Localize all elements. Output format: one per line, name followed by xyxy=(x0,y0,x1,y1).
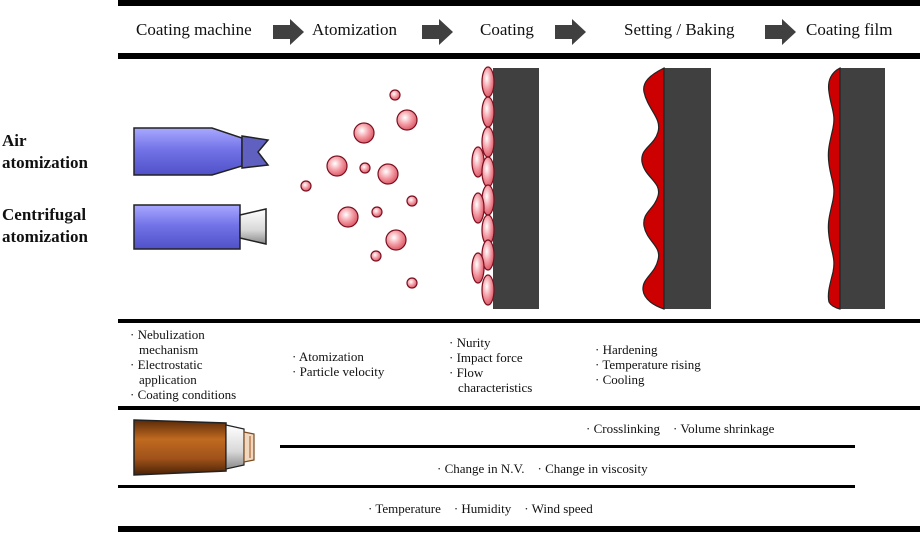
setting-baking-film xyxy=(641,67,711,310)
factors-rule xyxy=(118,406,920,410)
row-paint-factors: · Change in N.V. · Change in viscosity xyxy=(437,461,648,476)
row2-rule xyxy=(118,485,855,488)
image-rule xyxy=(118,319,920,323)
label-centrifugal-atomization: Centrifugal atomization xyxy=(2,205,88,246)
row-setting-factors: · Crosslinking · Volume shrinkage xyxy=(586,421,775,436)
header-atomization: Atomization xyxy=(312,20,397,39)
factors-machine: · Nebulization mechanism · Electrostatic… xyxy=(130,327,237,402)
impacting-droplets xyxy=(471,66,495,306)
header-rule xyxy=(118,53,920,59)
substrate-coating xyxy=(493,68,539,309)
row1-rule xyxy=(280,445,855,448)
final-coating-film xyxy=(827,67,885,310)
droplets xyxy=(300,89,418,289)
label-air-atomization: Air atomization xyxy=(2,131,88,172)
header-coating-machine: Coating machine xyxy=(136,20,252,39)
row-environment-factors: · Temperature · Humidity · Wind speed xyxy=(368,501,593,516)
factors-setting: · Hardening · Temperature rising · Cooli… xyxy=(595,342,701,387)
header-coating-film: Coating film xyxy=(806,20,893,39)
header-coating: Coating xyxy=(480,20,534,39)
top-rule xyxy=(118,0,920,6)
factors-coating: · Nurity · Impact force · Flow character… xyxy=(449,335,533,395)
paint-can-icon xyxy=(133,419,255,476)
factors-atomization: · Atomization · Particle velocity xyxy=(292,349,385,379)
header-setting-baking: Setting / Baking xyxy=(624,20,735,39)
centrifugal-bell-gun-icon xyxy=(133,204,267,250)
right-arrow-icon xyxy=(273,19,796,45)
air-spray-gun-icon xyxy=(133,127,270,176)
bottom-rule xyxy=(118,526,920,532)
